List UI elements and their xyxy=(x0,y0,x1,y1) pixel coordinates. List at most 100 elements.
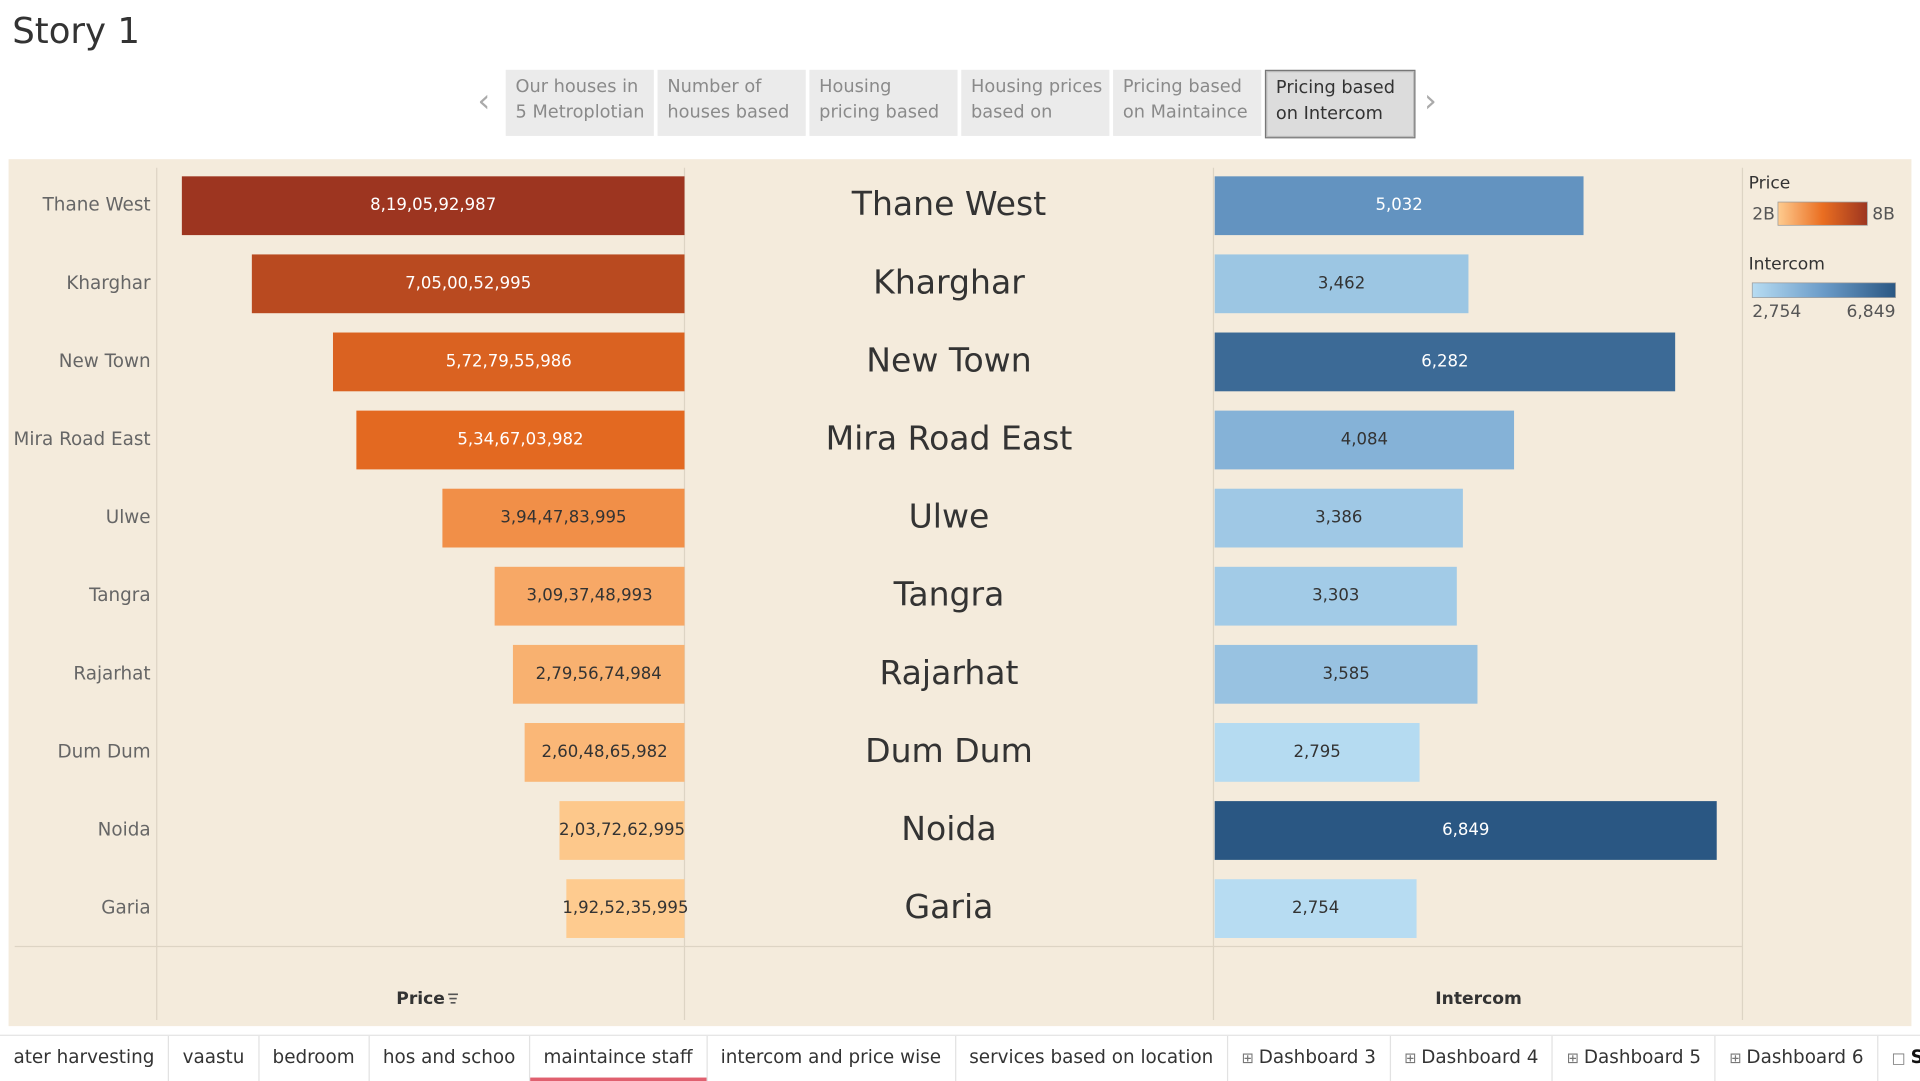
bar xyxy=(356,410,685,470)
tab-label: maintaince staff xyxy=(543,1045,693,1068)
tab-icon: ⊞ xyxy=(1729,1049,1742,1067)
bar xyxy=(566,879,685,938)
bar xyxy=(1214,410,1515,470)
tab-label: vaastu xyxy=(182,1045,245,1068)
row-label: Dum Dum xyxy=(57,741,150,762)
sheet-tab[interactable]: ⊞ Dashboard 3 xyxy=(1228,1035,1391,1081)
tab-label: hos and schoo xyxy=(382,1045,516,1068)
story-point[interactable]: Pricing based on Intercom xyxy=(1264,69,1416,139)
center-label: Mira Road East xyxy=(826,419,1073,458)
story-pane: Thane West Thane West Kharghar Kharghar New … xyxy=(8,159,1912,1027)
bar xyxy=(494,566,685,626)
sheet-tab[interactable]: services based on location xyxy=(956,1035,1229,1081)
tab-label: Dashboard 4 xyxy=(1421,1045,1539,1068)
row-label: Kharghar xyxy=(66,273,151,294)
row-label: Thane West xyxy=(42,195,151,216)
bar xyxy=(1214,723,1420,782)
tab-label: bedroom xyxy=(272,1045,355,1068)
bar xyxy=(1214,332,1676,392)
bar xyxy=(181,176,685,236)
sheet-tab[interactable]: bedroom xyxy=(259,1035,370,1081)
value-label: 2,60,48,65,982 xyxy=(542,742,668,761)
tab-icon: ⊞ xyxy=(1241,1049,1254,1067)
bar xyxy=(1214,254,1469,314)
sheet-tab[interactable]: hos and schoo xyxy=(369,1035,531,1081)
value-label: 3,462 xyxy=(1318,273,1365,292)
story-title: Story 1 xyxy=(12,9,140,52)
legend-ramp xyxy=(1777,201,1868,226)
tab-label: Story 1 xyxy=(1911,1046,1920,1068)
tab-label: ater harvesting xyxy=(13,1045,155,1068)
bar xyxy=(1214,879,1417,938)
value-label: 3,303 xyxy=(1312,586,1359,605)
row-label: Tangra xyxy=(88,585,151,606)
story-point[interactable]: Pricing based on Maintaince xyxy=(1113,69,1262,136)
value-label: 1,92,52,35,995 xyxy=(562,898,688,917)
tab-label: Dashboard 5 xyxy=(1583,1045,1702,1068)
value-label: 6,849 xyxy=(1442,820,1489,839)
value-label: 2,79,56,74,984 xyxy=(536,664,662,683)
center-label: Rajarhat xyxy=(879,653,1018,692)
bar xyxy=(332,332,685,392)
row-label: Rajarhat xyxy=(73,663,150,684)
center-label: Garia xyxy=(905,887,994,926)
legend-title: Intercom xyxy=(1749,254,1825,274)
tab-icon: ⊞ xyxy=(1404,1049,1417,1067)
value-label: 8,19,05,92,987 xyxy=(370,195,496,214)
next-arrow[interactable]: › xyxy=(1424,83,1437,121)
story-point[interactable]: Our houses in 5 Metroplotian xyxy=(505,69,654,136)
story-points: Our houses in 5 Metroplotian Number of ho… xyxy=(505,69,1416,139)
bar xyxy=(1214,488,1463,548)
value-label: 5,34,67,03,982 xyxy=(457,430,583,449)
legend-label: 2B xyxy=(1752,204,1775,224)
tab-icon: ⊞ xyxy=(1566,1049,1579,1067)
sheet-tab[interactable]: maintaince staff xyxy=(530,1035,708,1081)
value-label: 6,282 xyxy=(1421,351,1468,370)
sheet-tabs: ater harvesting vaastu bedroom hos and scho… xyxy=(0,1034,1920,1081)
bar xyxy=(1214,801,1717,860)
sheet-tab[interactable]: □ Story 1 xyxy=(1878,1036,1920,1081)
sheet-tab[interactable]: vaastu xyxy=(169,1035,260,1081)
axis-title: Intercom xyxy=(1435,989,1522,1009)
value-label: 3,94,47,83,995 xyxy=(500,508,626,527)
story-point[interactable]: Number of houses based xyxy=(657,69,806,136)
sheet-tab[interactable]: intercom and price wise xyxy=(707,1035,956,1081)
legend-label: 6,849 xyxy=(1846,302,1895,322)
legend-label: 8B xyxy=(1872,204,1895,224)
bar xyxy=(1214,644,1478,704)
bar xyxy=(524,723,685,782)
sheet-tab[interactable]: ⊞ Dashboard 4 xyxy=(1391,1035,1554,1081)
sheet-tab[interactable]: ⊞ Dashboard 6 xyxy=(1716,1035,1879,1081)
value-label: 7,05,00,52,995 xyxy=(405,273,531,292)
value-label: 2,795 xyxy=(1293,742,1340,761)
chart: Thane West Thane West Kharghar Kharghar New … xyxy=(14,167,1896,1021)
value-label: 2,03,72,62,995 xyxy=(559,820,685,839)
center-label: New Town xyxy=(866,340,1031,379)
sheet-tab[interactable]: ⊞ Dashboard 5 xyxy=(1553,1035,1716,1081)
bar xyxy=(1214,176,1584,236)
bar xyxy=(251,254,685,314)
legend-title: Price xyxy=(1749,174,1791,194)
bar xyxy=(559,801,685,860)
sheet-tab[interactable]: ater harvesting xyxy=(0,1035,170,1081)
story-point[interactable]: Housing prices based on xyxy=(961,69,1110,136)
row-label: Ulwe xyxy=(106,507,151,528)
value-label: 5,032 xyxy=(1375,195,1422,214)
legend-ramp xyxy=(1751,282,1896,298)
bar xyxy=(1214,566,1457,626)
row-label: Noida xyxy=(98,819,151,840)
prev-arrow[interactable]: ‹ xyxy=(477,83,491,121)
value-label: 3,585 xyxy=(1322,664,1369,683)
center-label: Kharghar xyxy=(873,262,1025,301)
bar xyxy=(512,644,685,704)
value-label: 3,386 xyxy=(1315,508,1362,527)
bar xyxy=(442,488,685,548)
center-label: Ulwe xyxy=(909,497,990,536)
tab-label: Dashboard 3 xyxy=(1258,1045,1376,1068)
story-point[interactable]: Housing pricing based xyxy=(809,69,958,136)
row-label: Garia xyxy=(101,898,150,919)
center-label: Thane West xyxy=(851,184,1046,223)
tab-icon: □ xyxy=(1891,1049,1906,1067)
tab-label: services based on location xyxy=(969,1045,1214,1068)
